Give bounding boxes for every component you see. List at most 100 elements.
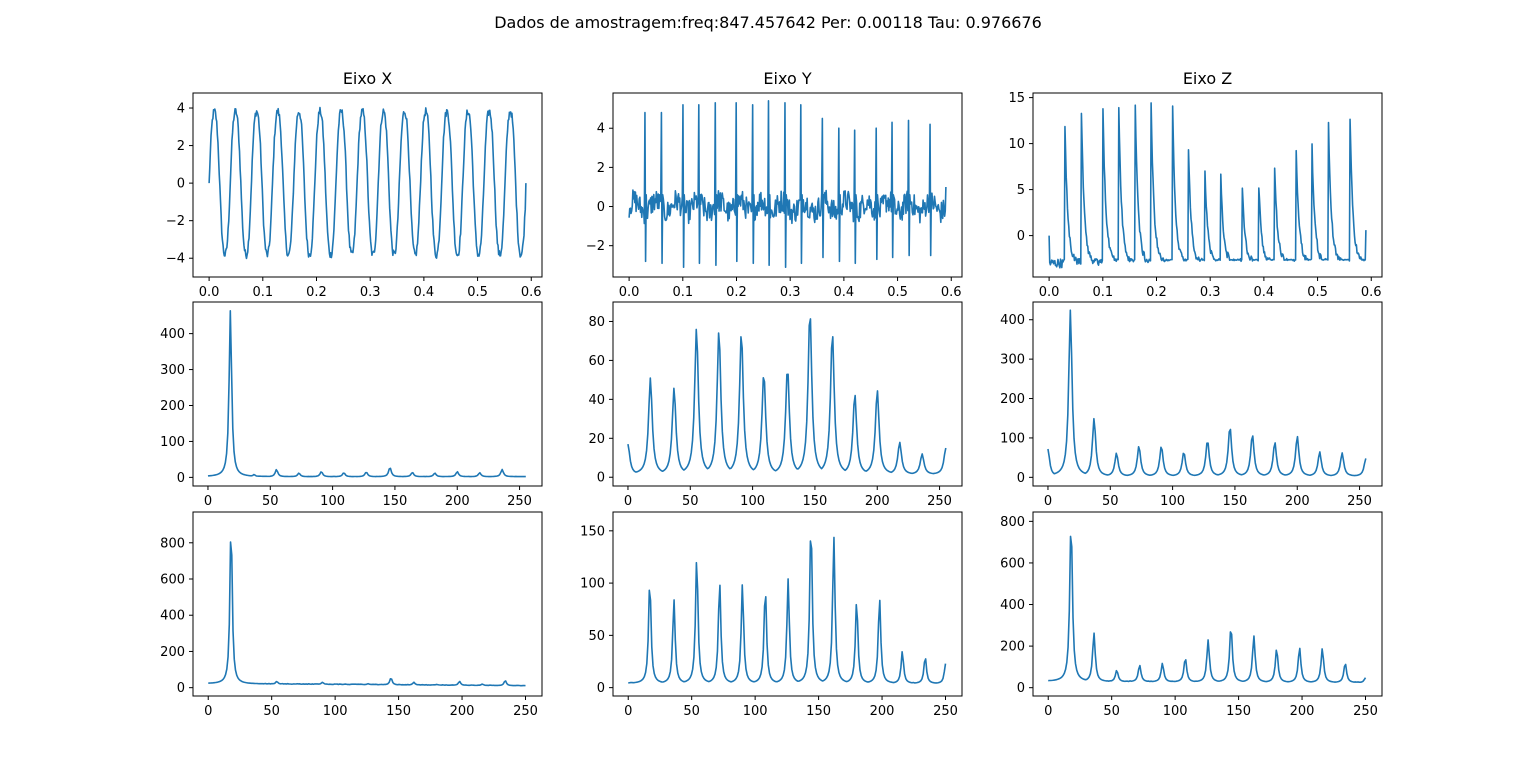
y-tick-label: −2 — [166, 214, 185, 229]
y-tick-label: 800 — [1000, 515, 1025, 530]
axes-8: 0 50 100 150 200 250 0 50 100 150 — [580, 511, 963, 719]
axes-7: 0 50 100 150 200 250 0 200 400 600 800 — [160, 511, 543, 719]
y-tick-label: 200 — [160, 399, 185, 414]
axes-frame — [612, 511, 963, 697]
x-tick-label: 0.6 — [941, 285, 962, 300]
y-tick-label: 0 — [1017, 681, 1025, 696]
axes-frame — [612, 92, 963, 278]
axes-title: Eixo Z — [1183, 69, 1232, 88]
y-tick-label: 200 — [160, 645, 185, 660]
figure-suptitle: Dados de amostragem:freq:847.457642 Per:… — [494, 13, 1042, 32]
x-tick-label: 0.4 — [414, 285, 435, 300]
x-tick-label: 0.5 — [1307, 285, 1328, 300]
series-line-4-1 — [207, 310, 526, 478]
axes-layer: 0.0 0.1 0.2 0.3 0.4 0.5 0.6 −4 −2 0 2 4 Eixo X 0.0 0.1… — [160, 69, 1383, 719]
y-tick-label: 0 — [597, 471, 605, 486]
axes-frame — [1032, 511, 1383, 697]
series-line-7-1 — [208, 541, 526, 687]
axes-frame — [1032, 301, 1383, 487]
x-tick-label: 50 — [682, 494, 699, 509]
x-tick-label: 0.2 — [726, 285, 747, 300]
x-tick-label: 200 — [1285, 494, 1310, 509]
y-tick-label: 300 — [160, 363, 185, 378]
x-tick-label: 0.3 — [360, 285, 381, 300]
x-tick-label: 0.1 — [252, 285, 273, 300]
x-tick-label: 150 — [1226, 704, 1251, 719]
x-tick-label: 0.1 — [1092, 285, 1113, 300]
y-tick-label: 200 — [1000, 392, 1025, 407]
x-tick-label: 0.3 — [1200, 285, 1221, 300]
x-tick-label: 100 — [1163, 704, 1188, 719]
x-tick-label: 50 — [263, 704, 280, 719]
x-tick-label: 150 — [806, 704, 831, 719]
series-line-5-1 — [627, 318, 947, 475]
x-tick-label: 0.0 — [619, 285, 640, 300]
y-tick-label: 0 — [177, 681, 185, 696]
x-tick-label: 200 — [1290, 704, 1315, 719]
axes-2: 0.0 0.1 0.2 0.3 0.4 0.5 0.6 −2 0 2 4 Eixo Y — [586, 69, 963, 300]
y-tick-label: 50 — [588, 629, 605, 644]
x-tick-label: 0.5 — [467, 285, 488, 300]
series-line-6-1 — [1047, 309, 1367, 477]
y-tick-label: 0 — [1017, 229, 1025, 244]
x-tick-label: 100 — [740, 494, 765, 509]
axes-1: 0.0 0.1 0.2 0.3 0.4 0.5 0.6 −4 −2 0 2 4 Eixo X — [166, 69, 543, 300]
x-tick-label: 0.1 — [672, 285, 693, 300]
series-line-3-1 — [1048, 102, 1367, 269]
y-tick-label: 300 — [1000, 353, 1025, 368]
axes-6: 0 50 100 150 200 250 0 100 200 300 400 — [1000, 301, 1383, 509]
x-tick-label: 250 — [1353, 704, 1378, 719]
x-tick-label: 150 — [803, 494, 828, 509]
y-tick-label: 600 — [160, 573, 185, 588]
y-tick-label: 2 — [597, 161, 605, 176]
y-tick-label: 600 — [1000, 556, 1025, 571]
y-tick-label: 150 — [580, 524, 605, 539]
x-tick-label: 0 — [1044, 494, 1052, 509]
x-tick-label: 250 — [1347, 494, 1372, 509]
x-tick-label: 0.0 — [199, 285, 220, 300]
y-tick-label: 0 — [177, 471, 185, 486]
x-tick-label: 150 — [383, 494, 408, 509]
x-tick-label: 0.6 — [521, 285, 542, 300]
x-tick-label: 0.0 — [1039, 285, 1060, 300]
x-tick-label: 100 — [323, 704, 348, 719]
x-tick-label: 200 — [865, 494, 890, 509]
x-tick-label: 0 — [624, 704, 632, 719]
axes-frame — [1032, 92, 1383, 278]
y-tick-label: 20 — [588, 432, 605, 447]
series-line-2-1 — [628, 100, 947, 269]
y-tick-label: 100 — [160, 435, 185, 450]
x-tick-label: 50 — [1102, 494, 1119, 509]
x-tick-label: 150 — [386, 704, 411, 719]
y-tick-label: 0 — [597, 200, 605, 215]
x-tick-label: 0 — [624, 494, 632, 509]
x-tick-label: 50 — [683, 704, 700, 719]
axes-frame — [192, 511, 543, 697]
x-tick-label: 50 — [1103, 704, 1120, 719]
x-tick-label: 100 — [1160, 494, 1185, 509]
x-tick-label: 250 — [513, 704, 538, 719]
y-tick-label: 10 — [1008, 137, 1025, 152]
y-tick-label: 4 — [177, 102, 185, 117]
y-tick-label: 200 — [1000, 640, 1025, 655]
x-tick-label: 200 — [870, 704, 895, 719]
axes-9: 0 50 100 150 200 250 0 200 400 600 800 — [1000, 511, 1383, 719]
axes-3: 0.0 0.1 0.2 0.3 0.4 0.5 0.6 0 5 10 15 Eixo Z — [1008, 69, 1383, 300]
y-tick-label: 0 — [597, 681, 605, 696]
y-tick-label: 60 — [588, 354, 605, 369]
x-tick-label: 0 — [204, 704, 212, 719]
x-tick-label: 0.4 — [834, 285, 855, 300]
x-tick-label: 250 — [927, 494, 952, 509]
axes-frame — [612, 301, 963, 487]
axes-title: Eixo Y — [763, 69, 811, 88]
x-tick-label: 250 — [933, 704, 958, 719]
y-tick-label: 0 — [1017, 471, 1025, 486]
y-tick-label: 400 — [160, 327, 185, 342]
x-tick-label: 0.3 — [780, 285, 801, 300]
y-tick-label: 100 — [1000, 431, 1025, 446]
y-tick-label: 40 — [588, 393, 605, 408]
y-tick-label: 2 — [177, 139, 185, 154]
x-tick-label: 200 — [450, 704, 475, 719]
y-tick-label: 400 — [160, 609, 185, 624]
